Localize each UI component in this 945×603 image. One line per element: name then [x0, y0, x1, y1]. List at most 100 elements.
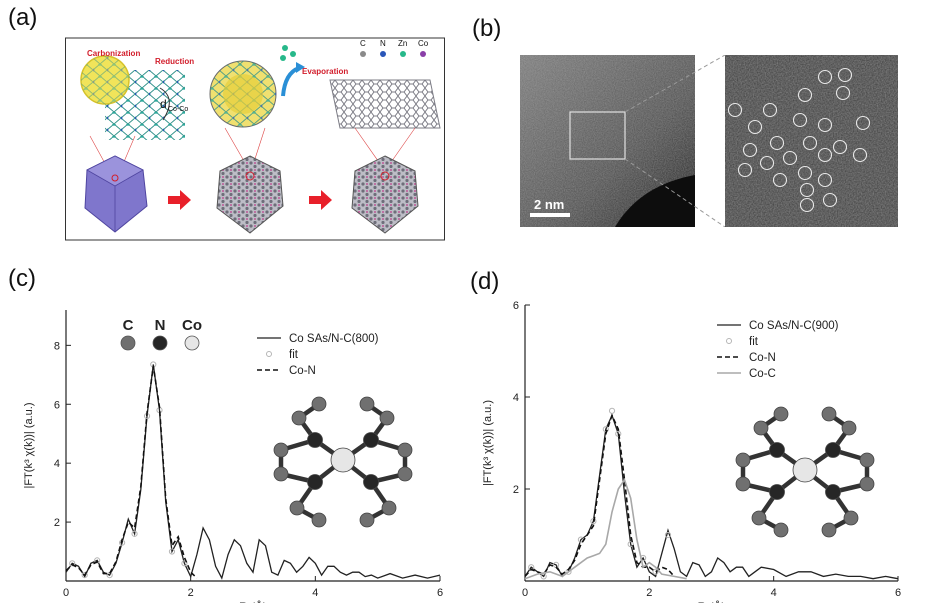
x-tick-label: 0 — [522, 587, 528, 599]
co-n4-structure — [273, 396, 413, 528]
series-line-light — [524, 478, 687, 580]
graphene-sheet-illustration — [329, 79, 441, 129]
single-atom-marker — [817, 69, 833, 85]
single-atom-marker — [797, 165, 813, 181]
cobalt-atom — [792, 457, 818, 483]
atom-legend-swatch — [184, 335, 200, 351]
co-sas-dodecahedron — [351, 155, 419, 234]
fit-point — [94, 557, 101, 564]
scale-bar-label: 2 nm — [534, 197, 564, 212]
fit-point — [590, 518, 597, 525]
ftexafs-chart-c: 0 2 4 6 2 4 6 8 R (Å) |FT(k³ χ(k))| (a.u.) C N Co C… — [23, 310, 443, 603]
nitrogen-atom — [825, 442, 841, 458]
zif8-dodecahedron — [84, 155, 148, 233]
carbonized-dodecahedron — [216, 155, 284, 234]
haadf-stem-images: 2 nm — [520, 55, 898, 227]
carbon-atom — [291, 410, 307, 426]
zif-network-illustration — [80, 55, 185, 140]
legend-label: Co SAs/N-C(800) — [289, 333, 379, 345]
nitrogen-atom — [363, 432, 379, 448]
series-line-solid — [524, 413, 899, 580]
nitrogen-atom — [825, 484, 841, 500]
fit-point — [627, 541, 634, 548]
x-tick-label: 2 — [646, 587, 652, 599]
atom-legend-label: N — [155, 317, 166, 334]
y-tick-label: 2 — [54, 517, 60, 529]
fit-point — [664, 531, 672, 539]
single-atom-marker — [759, 155, 775, 171]
single-atom-marker — [855, 115, 871, 131]
stem-zoom-image — [725, 55, 898, 227]
x-tick-label: 4 — [771, 587, 777, 599]
panel-label-c: (c) — [8, 265, 36, 292]
y-axis-label: |FT(k³ χ(k))| (a.u.) — [23, 402, 35, 488]
single-atom-marker — [832, 139, 848, 155]
fit-point — [540, 573, 547, 580]
carbon-atom — [821, 522, 837, 538]
scale-bar — [530, 213, 570, 217]
single-atom-marker — [817, 172, 833, 188]
single-atom-marker — [799, 182, 815, 198]
y-tick-label: 4 — [54, 458, 60, 470]
nitrogen-atom — [307, 432, 323, 448]
single-atom-marker — [837, 67, 853, 83]
svg-text:N: N — [380, 39, 386, 48]
atom-legend-label: C — [123, 317, 134, 334]
x-axis-label: R (Å) — [698, 599, 726, 603]
single-atom-marker — [742, 142, 758, 158]
fit-point — [181, 560, 188, 567]
single-atom-marker — [822, 192, 838, 208]
atom-legend: C N Zn Co — [360, 39, 429, 57]
panel-label-a: (a) — [8, 4, 38, 31]
legend-label: fit — [289, 349, 299, 361]
svg-text:Zn: Zn — [398, 39, 407, 48]
x-tick-label: 6 — [437, 587, 443, 599]
nitrogen-atom — [769, 484, 785, 500]
carbon-atom — [381, 500, 397, 516]
carbon-atom — [843, 510, 859, 526]
svg-text:d: d — [160, 97, 167, 111]
legend-swatch — [266, 351, 272, 357]
fit-point — [608, 407, 616, 414]
fit-point — [615, 430, 622, 437]
y-tick-label: 4 — [513, 392, 519, 404]
single-atom-marker — [792, 112, 808, 128]
carbon-atom — [273, 466, 289, 482]
y-tick-label: 6 — [513, 300, 519, 312]
series-line-solid — [65, 364, 441, 580]
panel-label-b: (b) — [472, 15, 502, 42]
carbon-atom — [735, 452, 751, 468]
carbon-atom — [397, 442, 413, 458]
carbonized-particle-illustration — [209, 60, 277, 128]
single-atom-marker — [802, 135, 818, 151]
single-atom-marker — [782, 150, 798, 166]
evaporation-label: Evaporation — [302, 67, 348, 76]
atom-legend-swatch — [120, 335, 136, 351]
stem-overview-image: 2 nm — [520, 55, 695, 227]
legend-label: Co SAs/N-C(900) — [749, 320, 839, 332]
x-tick-label: 6 — [895, 587, 901, 599]
fit-point — [69, 560, 76, 567]
carbon-atom — [751, 510, 767, 526]
synthesis-schematic: Carbonization Reduction d Co-Co Evaporat… — [65, 37, 445, 241]
single-atom-marker — [737, 162, 753, 178]
carbon-atom — [289, 500, 305, 516]
carbon-atom — [841, 420, 857, 436]
carbon-atom — [379, 410, 395, 426]
legend-label: Co-N — [749, 352, 776, 364]
carbonization-label: Carbonization — [87, 49, 140, 58]
single-atom-marker — [852, 147, 868, 163]
y-tick-label: 2 — [513, 484, 519, 496]
carbon-atom — [773, 406, 789, 422]
carbon-atom — [859, 452, 875, 468]
x-tick-label: 0 — [63, 587, 69, 599]
carbon-atom — [773, 522, 789, 538]
carbon-atom — [359, 396, 375, 412]
single-atom-marker — [727, 102, 743, 118]
single-atom-marker — [769, 135, 785, 151]
panel-label-d: (d) — [470, 268, 500, 295]
x-tick-label: 2 — [188, 587, 194, 599]
single-atom-marker — [772, 172, 788, 188]
single-atom-marker — [835, 85, 851, 101]
nitrogen-atom — [363, 474, 379, 490]
